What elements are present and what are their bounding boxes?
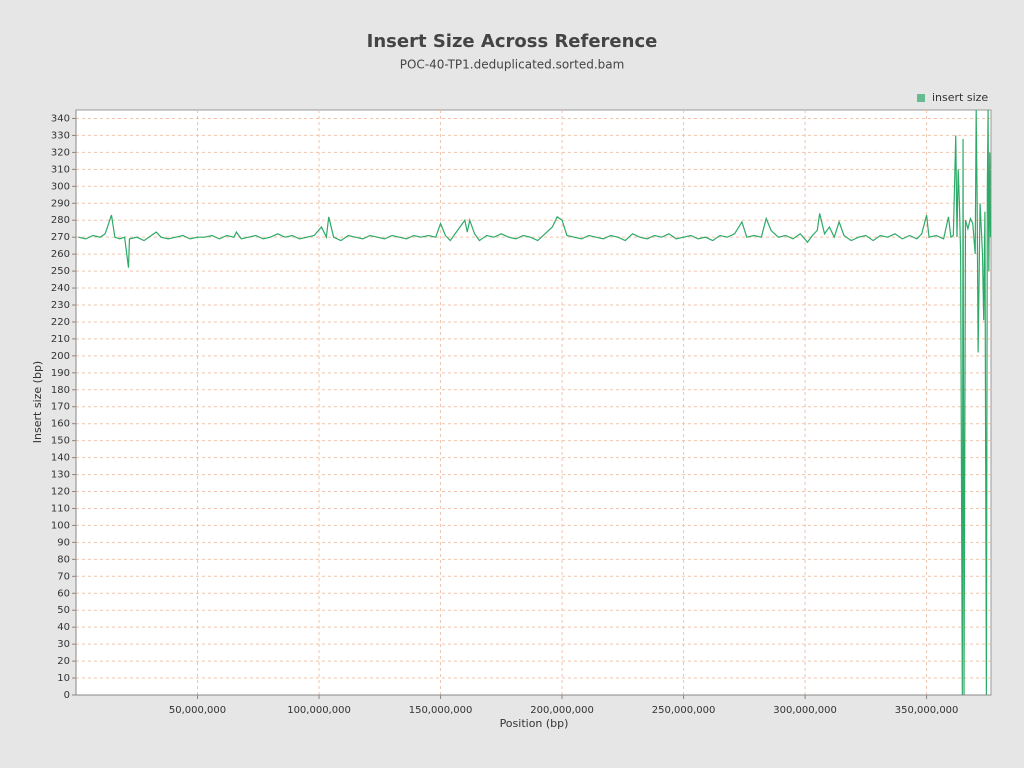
y-tick-label: 280 xyxy=(51,215,70,226)
plot-area xyxy=(75,109,992,696)
y-tick-label: 290 xyxy=(51,198,70,209)
y-tick-label: 90 xyxy=(57,537,70,548)
y-tick-label: 310 xyxy=(51,164,70,175)
y-tick-label: 20 xyxy=(57,656,70,667)
y-tick-label: 300 xyxy=(51,181,70,192)
y-tick-label: 330 xyxy=(51,130,70,141)
y-tick-label: 110 xyxy=(51,503,70,514)
y-tick-label: 210 xyxy=(51,334,70,345)
y-tick-label: 200 xyxy=(51,351,70,362)
y-tick-label: 240 xyxy=(51,283,70,294)
y-tick-label: 100 xyxy=(51,520,70,531)
y-tick-label: 320 xyxy=(51,147,70,158)
y-tick-label: 140 xyxy=(51,453,70,464)
legend-swatch xyxy=(917,94,925,102)
x-tick-label: 200,000,000 xyxy=(530,705,594,716)
y-tick-label: 150 xyxy=(51,436,70,447)
y-tick-label: 160 xyxy=(51,419,70,430)
y-tick-label: 30 xyxy=(57,639,70,650)
x-tick-label: 50,000,000 xyxy=(169,705,226,716)
x-tick-label: 100,000,000 xyxy=(287,705,351,716)
y-tick-label: 10 xyxy=(57,673,70,684)
y-tick-label: 40 xyxy=(57,622,70,633)
y-tick-label: 270 xyxy=(51,232,70,243)
y-tick-label: 170 xyxy=(51,402,70,413)
x-tick-label: 150,000,000 xyxy=(409,705,473,716)
x-tick-label: 300,000,000 xyxy=(773,705,837,716)
chart-subtitle: POC-40-TP1.deduplicated.sorted.bam xyxy=(400,58,625,72)
x-axis-label: Position (bp) xyxy=(500,717,569,730)
data-line xyxy=(78,110,991,695)
y-tick-label: 130 xyxy=(51,470,70,481)
y-tick-label: 80 xyxy=(57,554,70,565)
y-tick-label: 50 xyxy=(57,605,70,616)
y-tick-label: 230 xyxy=(51,300,70,311)
y-tick-label: 70 xyxy=(57,571,70,582)
chart-title: Insert Size Across Reference xyxy=(367,31,658,52)
y-tick-label: 120 xyxy=(51,487,70,498)
y-tick-label: 60 xyxy=(57,588,70,599)
y-tick-label: 250 xyxy=(51,266,70,277)
legend-label: insert size xyxy=(932,91,988,104)
y-tick-label: 0 xyxy=(64,690,70,701)
y-tick-label: 180 xyxy=(51,385,70,396)
y-tick-label: 190 xyxy=(51,368,70,379)
x-tick-label: 350,000,000 xyxy=(895,705,959,716)
y-tick-label: 340 xyxy=(51,113,70,124)
plot-clip-group xyxy=(78,110,991,695)
x-tick-label: 250,000,000 xyxy=(652,705,716,716)
y-axis-label: Insert size (bp) xyxy=(31,361,44,443)
y-tick-label: 260 xyxy=(51,249,70,260)
y-tick-label: 220 xyxy=(51,317,70,328)
